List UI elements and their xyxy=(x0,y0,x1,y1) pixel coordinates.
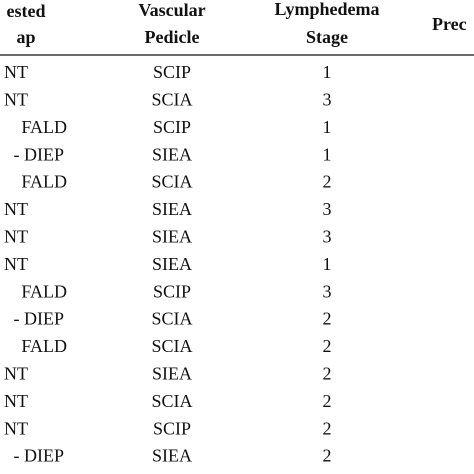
cell-stage: 2 xyxy=(323,418,332,438)
cell-stage: 2 xyxy=(323,446,332,466)
cell-flap: NT xyxy=(4,62,28,82)
header-cell: ested xyxy=(7,1,46,21)
header-cell: Stage xyxy=(306,27,348,47)
cell-flap: NT xyxy=(4,254,28,274)
header-cell: Lymphedema xyxy=(274,0,379,19)
cell-stage: 2 xyxy=(323,391,332,411)
cell-stage: 3 xyxy=(323,90,332,110)
cell-flap: NT xyxy=(4,227,28,247)
header-cell: ap xyxy=(16,27,35,47)
cell-stage: 3 xyxy=(323,281,332,301)
cell-flap: - DIEP xyxy=(14,144,65,164)
cell-flap: FALD xyxy=(21,117,67,137)
cell-stage: 2 xyxy=(323,364,332,384)
cell-pedicle: SIEA xyxy=(152,446,192,466)
cell-flap: NT xyxy=(4,364,28,384)
cell-flap: NT xyxy=(4,90,28,110)
cell-pedicle: SCIP xyxy=(153,281,191,301)
cell-pedicle: SCIA xyxy=(151,309,192,329)
cell-stage: 3 xyxy=(323,199,332,219)
cell-pedicle: SIEA xyxy=(152,144,192,164)
cell-pedicle: SIEA xyxy=(152,254,192,274)
cell-pedicle: SIEA xyxy=(152,199,192,219)
cell-stage: 3 xyxy=(323,227,332,247)
cell-flap: FALD xyxy=(21,336,67,356)
cell-stage: 2 xyxy=(323,309,332,329)
cell-flap: NT xyxy=(4,199,28,219)
header-cell: Pedicle xyxy=(145,27,200,47)
header-cell: Vascular xyxy=(138,0,205,20)
cell-flap: NT xyxy=(4,391,28,411)
cell-flap: - DIEP xyxy=(14,309,65,329)
cell-pedicle: SCIP xyxy=(153,418,191,438)
cell-pedicle: SCIA xyxy=(151,391,192,411)
cell-pedicle: SCIA xyxy=(151,336,192,356)
cell-stage: 1 xyxy=(323,254,332,274)
cell-pedicle: SIEA xyxy=(152,364,192,384)
cell-stage: 2 xyxy=(323,336,332,356)
cell-flap: NT xyxy=(4,418,28,438)
cell-stage: 2 xyxy=(323,172,332,192)
cell-pedicle: SCIP xyxy=(153,62,191,82)
cell-pedicle: SCIP xyxy=(153,117,191,137)
header-cell: Prec xyxy=(432,14,467,34)
cell-pedicle: SIEA xyxy=(152,227,192,247)
cell-stage: 1 xyxy=(323,117,332,137)
cell-stage: 1 xyxy=(323,144,332,164)
cell-stage: 1 xyxy=(323,62,332,82)
cell-flap: FALD xyxy=(21,281,67,301)
cell-flap: - DIEP xyxy=(14,446,65,466)
cell-pedicle: SCIA xyxy=(151,90,192,110)
cell-pedicle: SCIA xyxy=(151,172,192,192)
cell-flap: FALD xyxy=(21,172,67,192)
